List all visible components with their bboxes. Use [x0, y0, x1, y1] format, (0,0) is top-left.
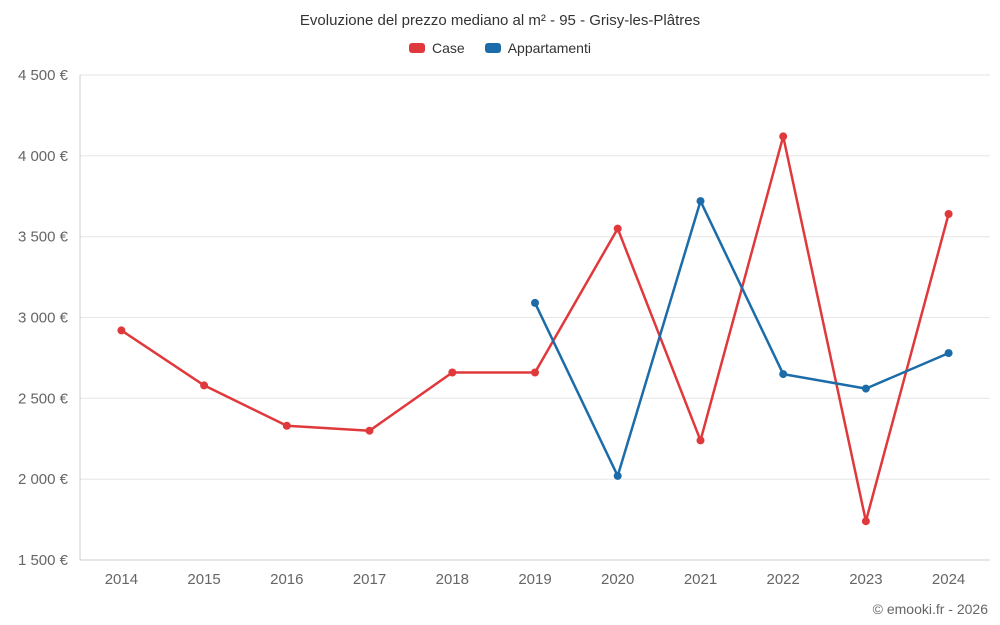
chart-title: Evoluzione del prezzo mediano al m² - 95… — [299, 12, 701, 29]
x-axis-label: 2020 — [601, 571, 634, 588]
case-point-2014[interactable] — [117, 326, 126, 335]
y-axis-label: 3 500 € — [18, 229, 69, 246]
y-axis-label: 1 500 € — [18, 552, 69, 569]
case-point-2019[interactable] — [531, 368, 539, 377]
appartamenti-point-2019[interactable] — [531, 298, 539, 307]
appartamenti-point-2023[interactable] — [861, 384, 870, 393]
x-axis-label: 2018 — [436, 571, 469, 588]
legend-item-case[interactable]: Case — [409, 40, 465, 56]
appartamenti-point-2022[interactable] — [779, 370, 788, 379]
y-axis-label: 2 500 € — [18, 390, 69, 407]
case-line — [120, 135, 950, 523]
case-legend-swatch-icon — [409, 43, 426, 53]
x-axis-label: 2021 — [684, 571, 717, 588]
appartamenti-point-2024[interactable] — [944, 349, 953, 358]
legend: Case Appartamenti — [0, 40, 1000, 56]
x-axis-label: 2022 — [767, 571, 800, 588]
case-point-2015[interactable] — [200, 381, 209, 390]
legend-item-appartamenti[interactable]: Appartamenti — [484, 40, 591, 56]
appartamenti-line — [533, 199, 950, 478]
x-axis-label: 2014 — [105, 571, 138, 588]
case-point-2021[interactable] — [696, 436, 705, 445]
x-axis-label: 2016 — [270, 571, 303, 588]
case-point-2024[interactable] — [944, 210, 953, 218]
x-axis-label: 2017 — [353, 571, 386, 588]
y-axis-label: 2 000 € — [18, 471, 69, 488]
appartamenti-legend-swatch-icon — [484, 43, 501, 53]
legend-label-appartamenti: Appartamenti — [507, 40, 591, 56]
y-axis-label: 4 500 € — [18, 67, 69, 84]
x-axis-label: 2024 — [932, 571, 965, 588]
x-axis-label: 2019 — [518, 571, 551, 588]
case-point-2023[interactable] — [861, 517, 870, 526]
case-point-2022[interactable] — [779, 132, 788, 141]
appartamenti-point-2020[interactable] — [613, 471, 622, 480]
case-point-2017[interactable] — [365, 426, 374, 435]
case-point-2020[interactable] — [613, 224, 622, 233]
copyright-text: © emooki.fr - 2026 — [872, 601, 988, 617]
case-point-2018[interactable] — [448, 368, 457, 377]
legend-label-case: Case — [432, 40, 465, 56]
x-axis-label: 2015 — [187, 571, 220, 588]
y-axis-label: 4 000 € — [18, 148, 69, 165]
case-point-2016[interactable] — [282, 421, 291, 430]
appartamenti-point-2021[interactable] — [696, 197, 705, 206]
y-axis-label: 3 000 € — [18, 310, 69, 327]
x-axis-label: 2023 — [849, 571, 882, 588]
